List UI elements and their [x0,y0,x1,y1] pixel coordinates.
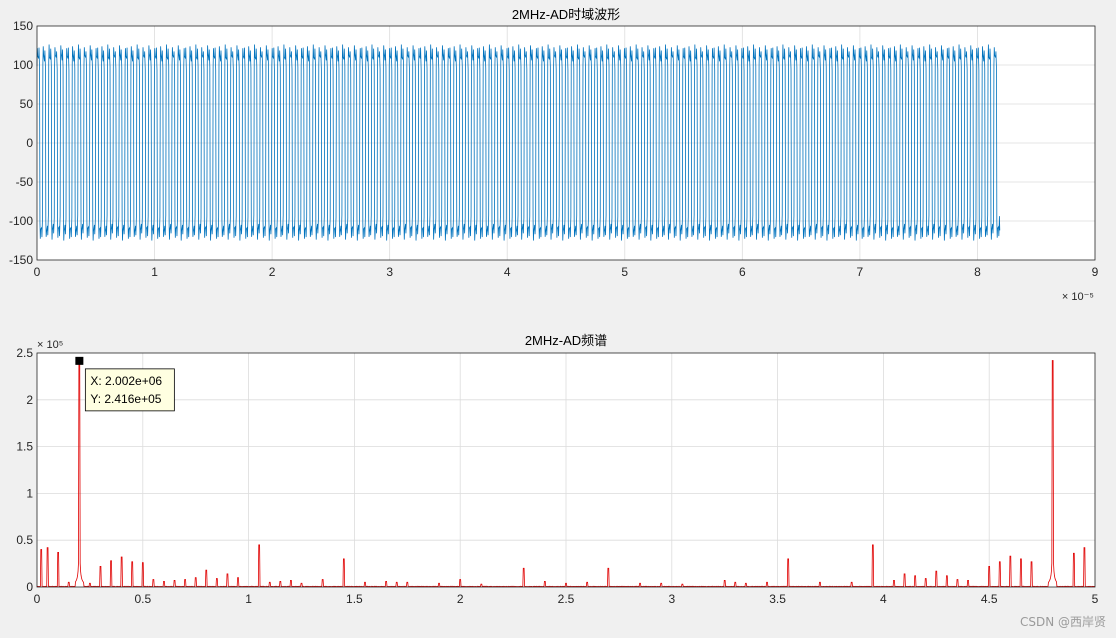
freq-x-tick-label: 2 [457,592,464,606]
time-x-tick-label: 3 [386,265,393,279]
time-waveform-series [36,44,1001,241]
freq-x-tick-label: 0.5 [134,592,151,606]
freq-grid [37,353,1095,587]
freq-y-tick-label: 0.5 [16,533,33,547]
time-y-tick-label: 100 [13,58,33,72]
spectrum-axes[interactable]: 0 0.5 1 1.5 2 2.5 3 3.5 4 4.5 5 0 0.5 1 1.5 2 2.5 2MHz-A… [16,333,1098,606]
time-x-tick-label: 9 [1092,265,1099,279]
time-x-tick-label: 4 [504,265,511,279]
freq-y-exponent: × 10⁵ [37,339,63,351]
datatip-box [84,368,175,412]
csdn-watermark: CSDN @西岸贤 [1019,615,1106,629]
freq-x-tick-label: 3 [668,592,675,606]
time-y-tick-label: -50 [16,175,34,189]
freq-y-tick-label: 0 [26,580,33,594]
freq-y-tick-label: 2 [26,393,33,407]
freq-ticks: 0 0.5 1 1.5 2 2.5 3 3.5 4 4.5 5 0 0.5 1 1.5 2 2.5 [16,346,1098,606]
time-x-tick-label: 0 [34,265,41,279]
time-x-exponent: × 10⁻⁵ [1062,291,1094,303]
spectrum-series [36,360,1096,588]
datatip-x-text: X: 2.002e+06 [90,374,162,388]
time-x-tick-label: 8 [974,265,981,279]
datatip-marker[interactable] [75,356,84,365]
freq-x-tick-label: 5 [1092,592,1099,606]
time-y-tick-label: -150 [9,253,33,267]
time-y-tick-label: 150 [13,19,33,33]
freq-y-tick-label: 1 [26,486,33,500]
time-axes-border [36,25,1096,261]
time-y-tick-label: -100 [9,214,33,228]
time-chart-title: 2MHz-AD时域波形 [512,7,620,22]
freq-chart-title: 2MHz-AD频谱 [525,333,607,348]
freq-x-tick-label: 2.5 [558,592,575,606]
time-x-tick-label: 6 [739,265,746,279]
freq-x-tick-label: 3.5 [769,592,786,606]
time-x-tick-label: 7 [857,265,864,279]
datatip-y-text: Y: 2.416e+05 [90,392,161,406]
time-domain-axes[interactable]: 0 1 2 3 4 5 6 7 8 9 -150 -100 -50 0 50 100 150 2MHz-AD时域… [9,7,1099,303]
time-x-tick-label: 5 [621,265,628,279]
freq-y-tick-label: 1.5 [16,440,33,454]
freq-x-tick-label: 4.5 [981,592,998,606]
freq-x-tick-label: 1 [245,592,252,606]
freq-axes-border [36,352,1096,588]
time-ticks: 0 1 2 3 4 5 6 7 8 9 -150 -100 -50 0 50 100 150 [9,19,1099,279]
time-y-tick-label: 50 [20,97,34,111]
freq-x-tick-label: 1.5 [346,592,363,606]
datatip[interactable]: X: 2.002e+06 Y: 2.416e+05 [75,356,175,412]
freq-x-tick-label: 4 [880,592,887,606]
time-y-tick-label: 0 [26,136,33,150]
freq-y-tick-label: 2.5 [16,346,33,360]
freq-x-tick-label: 0 [34,592,41,606]
time-x-tick-label: 1 [151,265,158,279]
time-x-tick-label: 2 [269,265,276,279]
